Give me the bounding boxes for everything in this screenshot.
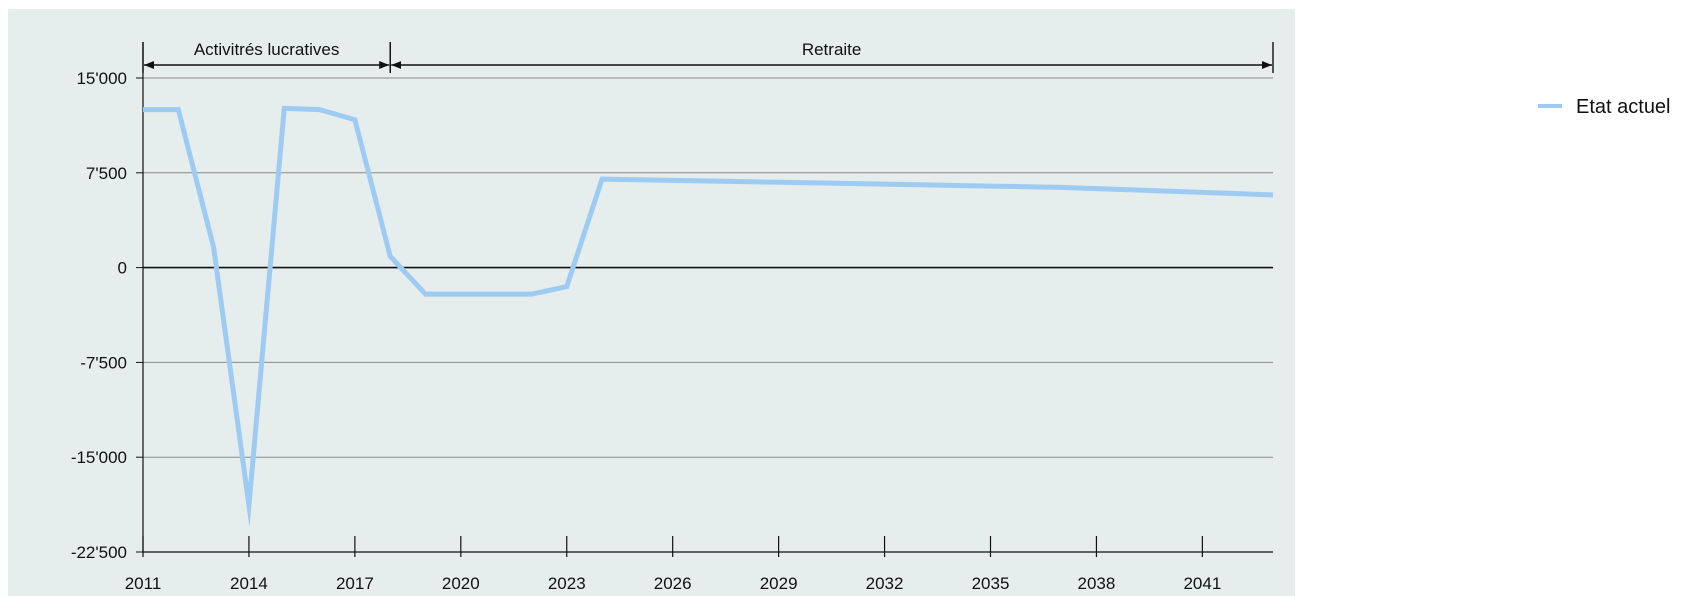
plot-background bbox=[8, 9, 1295, 596]
y-tick-label: 7'500 bbox=[86, 164, 127, 183]
x-tick-label: 2032 bbox=[866, 574, 904, 593]
phase-annotations: Activitrés lucratives Retraite bbox=[142, 40, 1274, 73]
x-tick-label: 2026 bbox=[654, 574, 692, 593]
series-line bbox=[143, 105, 1274, 528]
legend: Etat actuel bbox=[1538, 96, 1671, 118]
x-tick-label: 2023 bbox=[548, 574, 586, 593]
y-tick-label: -15'000 bbox=[71, 448, 127, 467]
phase-label: Activitrés lucratives bbox=[194, 40, 339, 59]
x-tick-label: 2011 bbox=[125, 574, 162, 593]
x-tick-label: 2038 bbox=[1078, 574, 1116, 593]
x-tick-label: 2014 bbox=[230, 574, 268, 593]
axes: 15'000 7'500 0 -7'500 -15'000 -22'500 2011 2014… bbox=[71, 42, 1273, 593]
x-tick-label: 2035 bbox=[972, 574, 1010, 593]
y-tick-label: 15'000 bbox=[76, 69, 127, 88]
y-tick-label: 0 bbox=[118, 259, 127, 278]
x-tick-label: 2041 bbox=[1183, 574, 1221, 593]
series-lines bbox=[143, 105, 1274, 528]
legend-label: Etat actuel bbox=[1576, 96, 1671, 118]
phase-label: Retraite bbox=[802, 40, 862, 59]
x-tick-label: 2020 bbox=[442, 574, 480, 593]
y-tick-label: -7'500 bbox=[80, 353, 127, 372]
x-tick-label: 2017 bbox=[336, 574, 374, 593]
y-tick-label: -22'500 bbox=[71, 543, 127, 562]
x-tick-label: 2029 bbox=[760, 574, 798, 593]
